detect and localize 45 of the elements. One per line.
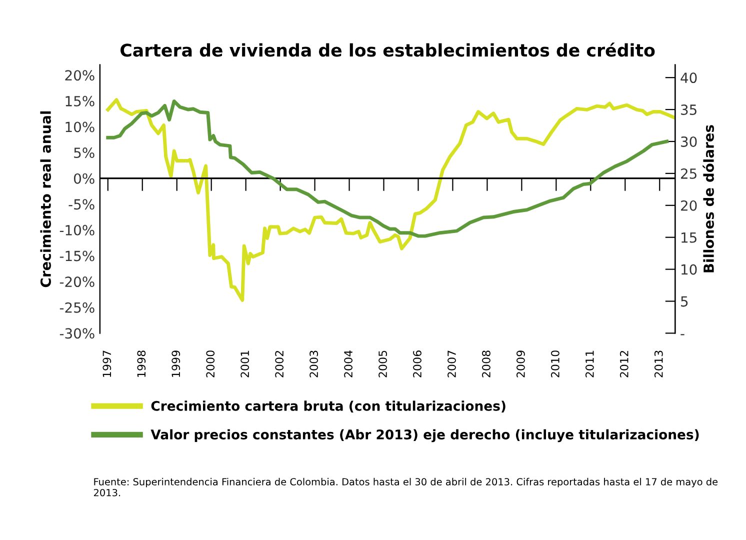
line-series (106, 98, 676, 302)
x-tick-label: 2007 (448, 350, 456, 378)
legend-label: Crecimiento cartera bruta (con titularizaciones) (151, 400, 506, 412)
y-tick-label: -30% (60, 328, 94, 339)
y2-tick-label: 25 (681, 168, 696, 179)
x-tick-label: 2009 (516, 350, 525, 378)
x-tick-label: 1997 (102, 350, 112, 377)
y-tick-label: 15% (66, 96, 94, 106)
source-note: Fuente: Superintendencia Financiera de Colombia. Datos hasta el 30 de abril de 2013. Cifras reportadas hasta el 17 de mayo de 2013. (94, 478, 718, 496)
x-tick-label: 2008 (482, 350, 490, 378)
x-tick-label: 2006 (413, 350, 422, 378)
x-tick-label: 2002 (275, 350, 284, 378)
y-tick-label: 5% (74, 148, 94, 158)
y-tick-label: -25% (60, 302, 94, 313)
y2-tick-label: 15 (682, 232, 696, 243)
legend-label: Valor precios constantes (Abr 2013) eje derecho (incluye titularizaciones) (150, 429, 699, 442)
x-tick-label: 1998 (137, 350, 146, 377)
y-tick-label: 20% (65, 70, 94, 81)
y2-tick-label: 40 (680, 72, 697, 84)
y-tick-label: -10% (60, 224, 94, 236)
y2-tick-label: - (680, 334, 684, 336)
x-tick-label: 1999 (172, 350, 180, 377)
line-series (106, 99, 669, 238)
x-tick-label: 2012 (620, 350, 628, 378)
y-tick-label: -20% (60, 276, 94, 288)
x-tick-label: 2001 (240, 350, 250, 378)
y2-tick-label: 30 (681, 136, 697, 147)
y2-axis-title: Billones de dólares (702, 125, 714, 272)
y-tick-label: 10% (66, 122, 94, 132)
y2-tick-label: 10 (682, 264, 697, 275)
x-tick-label: 2000 (206, 350, 215, 378)
x-tick-label: 2003 (310, 350, 318, 378)
y-tick-label: -5% (68, 199, 94, 210)
y2-tick-label: 20 (681, 200, 697, 211)
x-tick-label: 2011 (585, 350, 594, 378)
y-axis-title: Crecimiento real anual (40, 111, 51, 288)
x-tick-label: 2004 (344, 350, 352, 378)
y2-tick-label: 35 (681, 104, 696, 116)
y2-tick-label: 5 (681, 296, 688, 307)
chart-title: Cartera de vivienda de los establecimientos de crédito (120, 42, 655, 57)
y-tick-label: 0% (74, 173, 94, 184)
x-tick-label: 2013 (654, 350, 663, 378)
x-tick-label: 2010 (550, 350, 560, 378)
y-tick-label: -15% (60, 250, 94, 262)
x-tick-label: 2005 (378, 350, 387, 378)
